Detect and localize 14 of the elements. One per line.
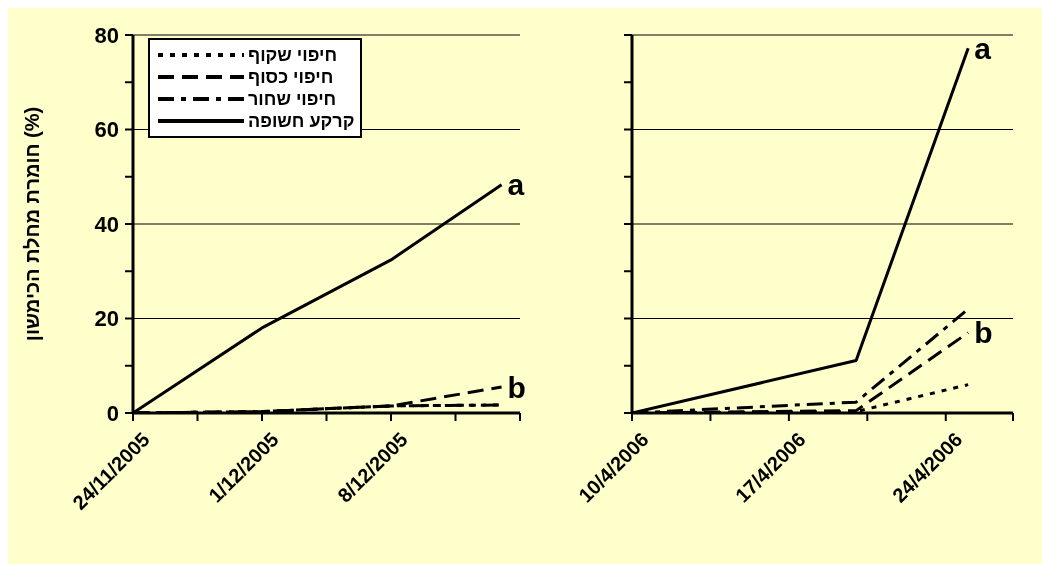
y-tick-label: 20 [94, 306, 119, 331]
legend-label: חיפוי כסוף [248, 66, 334, 88]
annotation: b [507, 370, 526, 404]
y-axis-title: חומרת מחלת הכימשון (%) [21, 106, 44, 342]
legend-label: חיפוי שחור [248, 88, 337, 110]
y-tick-label: 0 [106, 400, 119, 426]
y-tick-label: 80 [94, 22, 119, 48]
legend-label: חיפוי שקוף [248, 44, 338, 66]
y-tick-label: 60 [94, 117, 119, 142]
annotation: b [974, 316, 993, 350]
annotation: a [507, 168, 525, 202]
annotation: a [974, 31, 992, 65]
legend-label: קרקע חשופה [248, 110, 355, 132]
y-tick-label: 40 [94, 211, 119, 237]
